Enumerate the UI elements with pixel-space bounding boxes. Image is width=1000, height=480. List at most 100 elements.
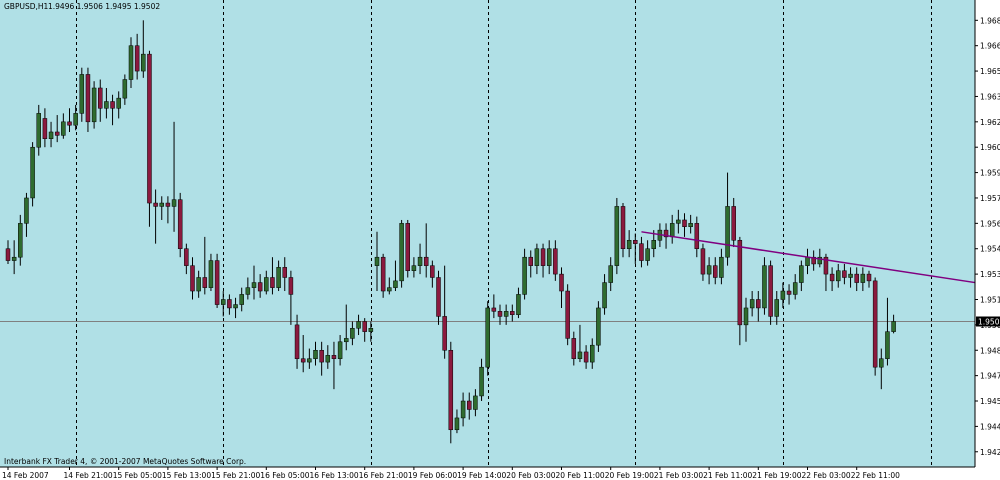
- candle-20: [128, 37, 134, 88]
- trendline-layer[interactable]: [641, 231, 976, 284]
- candle-84: [522, 248, 527, 300]
- candle-134: [829, 267, 835, 292]
- price-tick-label: 1.9545: [980, 245, 1000, 254]
- time-tick-label: 15 Feb 05:00: [113, 471, 162, 480]
- bull-candle-body: [534, 248, 540, 266]
- candle-90: [559, 267, 564, 308]
- bull-candle-body: [706, 265, 712, 275]
- bear-candle-body: [147, 53, 152, 204]
- candle-8: [54, 115, 60, 143]
- candle-62: [387, 277, 392, 295]
- candle-44: [276, 260, 281, 292]
- bear-candle-body: [448, 350, 454, 431]
- bull-candle-body: [368, 328, 374, 332]
- bull-candle-body: [24, 197, 29, 224]
- bear-candle-body: [436, 277, 441, 317]
- time-tick-label: 21 Feb 11:00: [703, 471, 752, 480]
- candle-1: [11, 240, 17, 275]
- candle-65: [405, 219, 410, 278]
- candle-122: [756, 291, 761, 322]
- bull-candle-body: [780, 290, 786, 300]
- candle-16: [104, 87, 109, 119]
- bear-candle-body: [842, 270, 847, 278]
- candle-89: [553, 240, 558, 281]
- bull-candle-body: [719, 256, 724, 278]
- bull-candle-body: [325, 355, 331, 363]
- bear-candle-body: [553, 248, 558, 275]
- time-tick-label: 16 Feb 21:00: [359, 471, 408, 480]
- bear-candle-body: [823, 256, 829, 275]
- bull-candle-body: [48, 131, 54, 139]
- candle-109: [676, 209, 681, 234]
- bear-candle-body: [559, 273, 564, 292]
- plot-area[interactable]: [0, 0, 975, 467]
- bull-candle-body: [141, 53, 146, 72]
- chart-header: GBPUSD,H1 1.9496 1.9506 1.9495 1.9502: [4, 2, 160, 11]
- time-tick-label: 21 Feb 03:00: [654, 471, 703, 480]
- bear-candle-body: [700, 248, 706, 275]
- candle-111: [688, 214, 693, 234]
- candle-100: [620, 203, 626, 258]
- candle-103: [639, 236, 644, 268]
- candle-104: [645, 240, 650, 266]
- candle-63: [393, 260, 398, 292]
- time-tick-label: 20 Feb 11:00: [556, 471, 605, 480]
- trendline[interactable]: [641, 231, 976, 284]
- bear-candle-body: [423, 256, 429, 266]
- time-axis-ticks: 14 Feb 2007 14 Feb 21:00 15 Feb 05:00 15 Fe…: [2, 467, 900, 480]
- candle-26: [165, 196, 171, 224]
- bull-candle-body: [725, 206, 730, 258]
- bull-candle-body: [676, 219, 681, 224]
- bull-candle-body: [546, 248, 552, 266]
- bull-candle-body: [91, 87, 97, 123]
- candle-9: [61, 113, 66, 139]
- candle-21: [134, 33, 140, 80]
- bear-candle-body: [682, 219, 687, 227]
- candle-29: [184, 243, 189, 275]
- bull-candle-body: [669, 223, 675, 238]
- candle-34: [214, 253, 220, 308]
- candle-105: [651, 230, 656, 258]
- candle-54: [337, 335, 343, 366]
- bull-candle-body: [792, 282, 798, 295]
- ohlc-readout: 1.9496 1.9506 1.9495 1.9502: [48, 2, 160, 11]
- bull-candle-body: [116, 97, 121, 109]
- candle-121: [749, 291, 755, 317]
- bull-candle-body: [11, 256, 17, 261]
- bear-candle-body: [571, 338, 577, 359]
- candle-46: [288, 270, 294, 325]
- candle-53: [331, 341, 337, 390]
- price-tick-label: 1.9485: [980, 346, 1000, 355]
- bull-candle-body: [460, 400, 466, 419]
- candle-92: [571, 331, 577, 366]
- candle-11: [73, 104, 78, 131]
- candle-60: [374, 231, 380, 292]
- bull-candle-body: [344, 338, 349, 343]
- candle-10: [67, 108, 72, 132]
- bear-candle-body: [731, 206, 736, 241]
- bull-candle-body: [36, 113, 41, 148]
- time-axis[interactable]: [0, 467, 1000, 480]
- candle-78: [485, 301, 490, 376]
- bull-candle-body: [688, 223, 693, 227]
- bear-candle-body: [227, 299, 232, 309]
- candle-32: [202, 236, 208, 295]
- bear-candle-body: [300, 358, 306, 363]
- candle-66: [411, 257, 417, 278]
- bear-candle-body: [202, 277, 208, 288]
- candle-70: [436, 270, 441, 325]
- bull-candle-body: [417, 256, 423, 266]
- candle-117: [725, 172, 730, 266]
- bull-candle-body: [503, 311, 509, 317]
- time-tick-label: 14 Feb 21:00: [64, 471, 113, 480]
- bull-candle-body: [836, 270, 841, 282]
- bull-candle-body: [799, 265, 804, 283]
- bull-candle-body: [805, 256, 810, 266]
- price-axis[interactable]: [975, 0, 1000, 467]
- candle-95: [590, 338, 595, 369]
- time-tick-label: 15 Feb 13:00: [162, 471, 211, 480]
- candle-85: [528, 250, 533, 278]
- bear-candle-body: [294, 324, 300, 359]
